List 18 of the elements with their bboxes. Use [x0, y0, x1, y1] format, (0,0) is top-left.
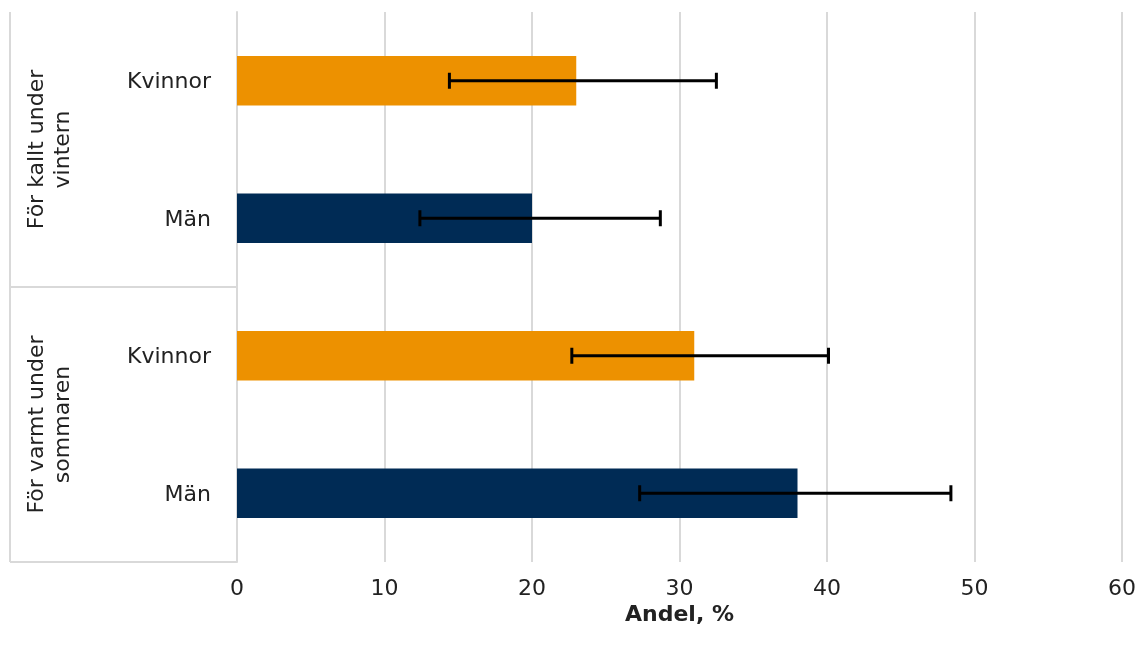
x-tick-label: 10: [370, 574, 399, 600]
x-tick-label: 50: [960, 574, 989, 600]
y-tick-label: Kvinnor: [127, 343, 212, 369]
x-tick-label: 0: [230, 574, 244, 600]
y-tick-label: Män: [164, 480, 211, 506]
x-tick-label: 20: [518, 574, 546, 600]
bar: [237, 468, 798, 518]
y-tick-label: Män: [164, 205, 211, 231]
x-tick-label: 40: [813, 574, 841, 600]
x-tick-label: 60: [1108, 574, 1136, 600]
x-tick-label: 30: [665, 574, 694, 600]
text: För kallt under vintern: [22, 68, 74, 230]
bar: [237, 193, 532, 243]
bar: [237, 331, 695, 381]
y-tick-label: Kvinnor: [127, 68, 212, 94]
bar: [237, 56, 577, 106]
text: För varmt under sommaren: [22, 334, 74, 514]
x-axis-title: Andel, %: [625, 601, 734, 627]
